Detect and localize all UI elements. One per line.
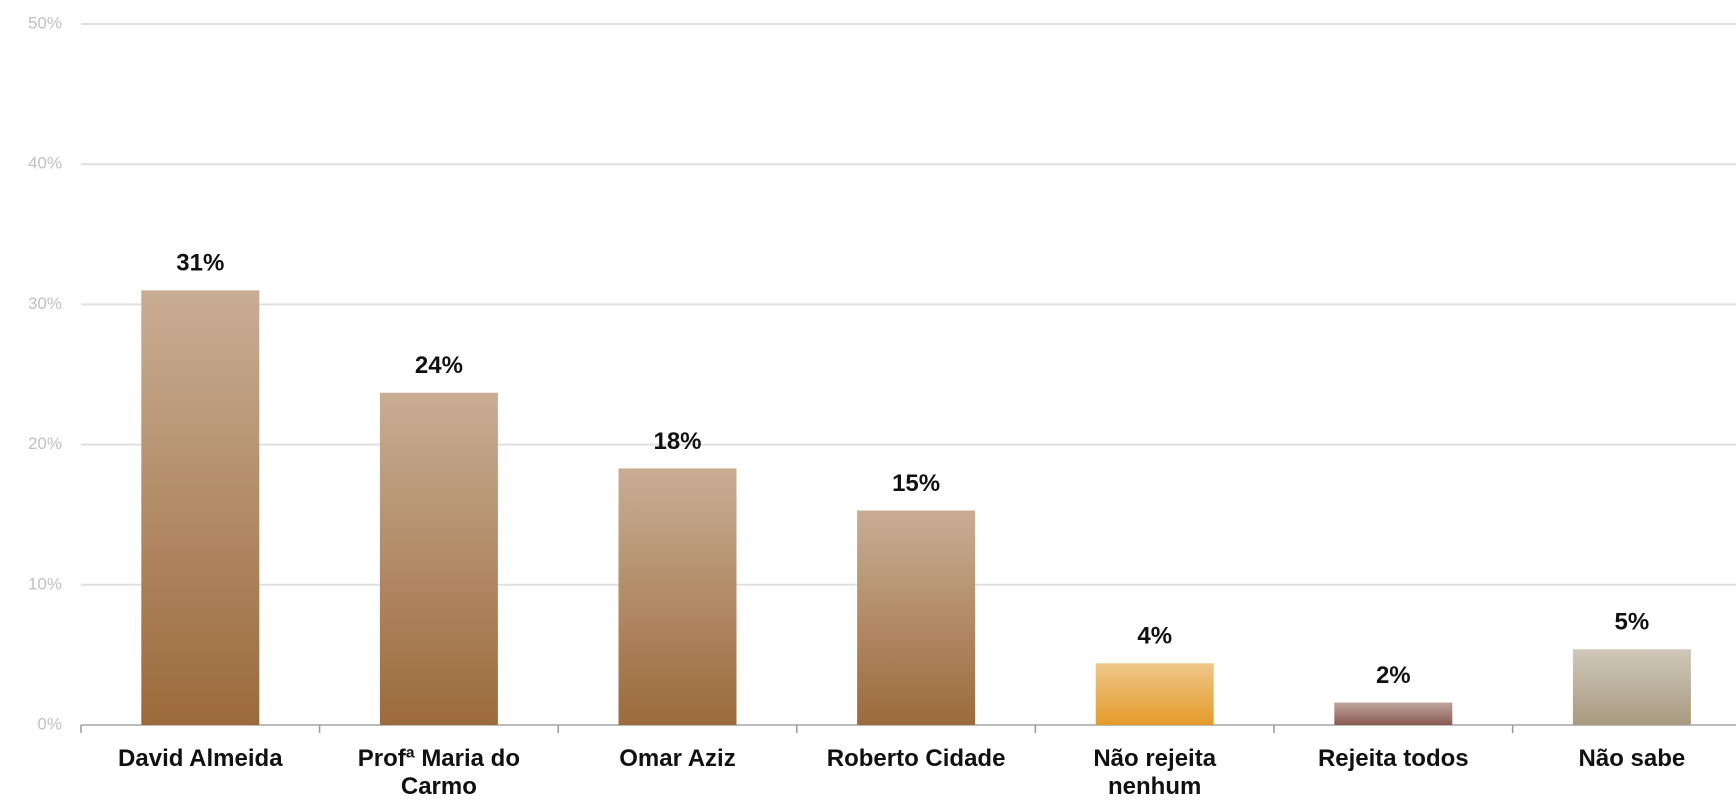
y-tick-label: 20% <box>28 434 62 453</box>
y-tick-label: 30% <box>28 294 62 313</box>
bar <box>1334 702 1453 725</box>
x-tick-label: Roberto Cidade <box>826 745 1006 772</box>
x-tick-label: Profª Maria do Carmo <box>357 745 520 800</box>
value-label: 2% <box>1376 662 1411 689</box>
y-tick-label: 50% <box>28 13 62 32</box>
y-tick-label: 0% <box>37 714 62 733</box>
value-label: 5% <box>1615 609 1650 636</box>
x-tick-label: Omar Aziz <box>619 745 736 772</box>
y-tick-label: 40% <box>28 154 62 173</box>
x-tick-label: David Almeida <box>118 745 283 772</box>
value-label: 18% <box>653 428 701 455</box>
value-label: 24% <box>415 352 463 379</box>
bar <box>379 392 498 725</box>
x-tick-label: Rejeita todos <box>1317 745 1469 772</box>
bar <box>857 510 976 725</box>
y-tick-label: 10% <box>28 574 62 593</box>
value-label: 15% <box>892 470 940 497</box>
value-label: 4% <box>1137 623 1172 650</box>
x-tick-label: Não sabe <box>1578 745 1686 772</box>
x-tick-label: Não rejeita nenhum <box>1093 745 1217 800</box>
bar <box>618 468 737 725</box>
bar <box>141 290 260 725</box>
bar <box>1095 663 1214 725</box>
bar <box>1572 649 1691 725</box>
value-label: 31% <box>176 250 224 277</box>
